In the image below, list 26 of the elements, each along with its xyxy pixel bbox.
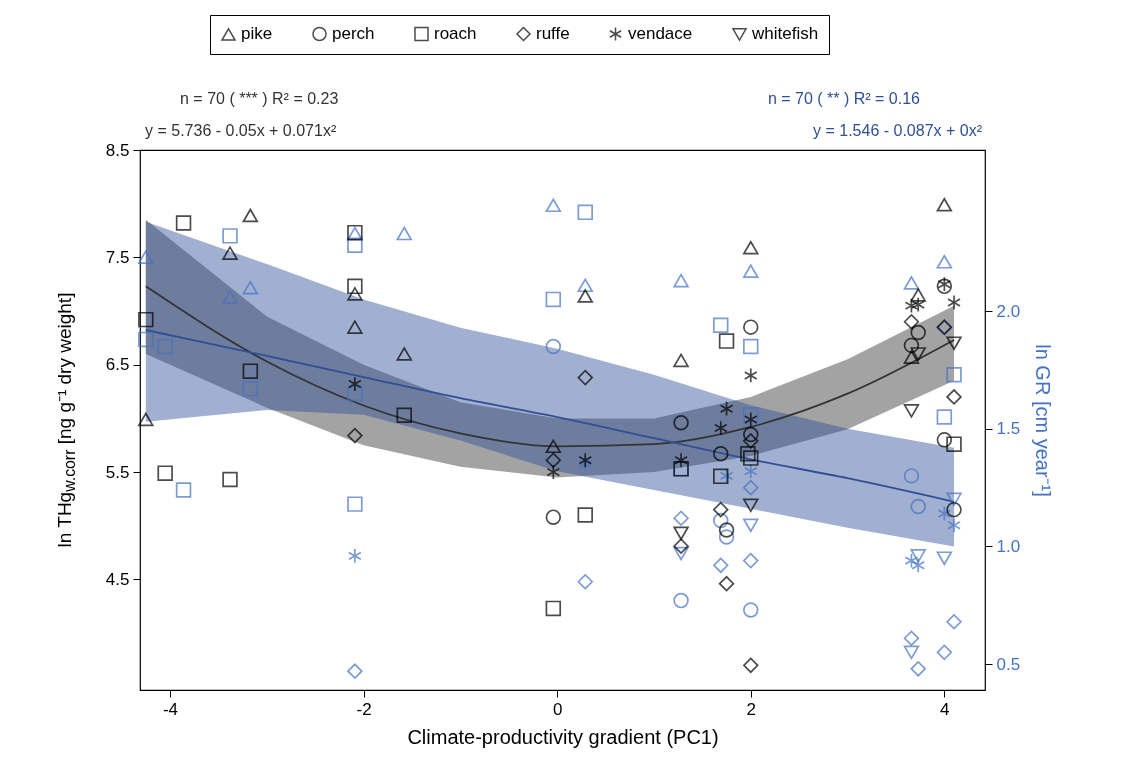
y-tick-label: 6.5 (105, 355, 130, 375)
y-tick-label: 8.5 (105, 140, 130, 160)
y2-tick-label: 1.0 (996, 536, 1021, 556)
text: n = 70 ( ** ) R² = 0.16 (767, 90, 920, 108)
text: y = 5.736 - 0.05x + 0.071x² (145, 122, 337, 140)
legend-label: ruffe (536, 23, 570, 43)
y2-tick-label: 0.5 (996, 654, 1021, 674)
y-tick-label: 7.5 (105, 247, 130, 267)
legend-label: vendace (628, 23, 693, 43)
text: n = 70 ( *** ) R² = 0.23 (180, 90, 339, 108)
x-tick-label: 4 (940, 699, 950, 719)
y2-tick-label: 1.5 (996, 419, 1021, 439)
y-tick-label: 5.5 (105, 462, 130, 482)
legend-label: perch (332, 23, 375, 43)
x-tick-label: 0 (552, 699, 563, 719)
x-tick-label: 2 (746, 699, 756, 719)
legend-label: whitefish (751, 24, 819, 44)
text: y = 1.546 - 0.087x + 0x² (813, 122, 982, 140)
legend-label: pike (241, 24, 273, 44)
x-tick-label: -4 (162, 699, 179, 719)
x-tick-label: -2 (356, 699, 372, 719)
y-tick-label: 4.5 (105, 569, 130, 589)
legend-label: roach (434, 23, 477, 43)
y2-tick-label: 2.0 (996, 301, 1021, 321)
y2-axis-title: ln GR [cm year⁻¹] (1032, 344, 1055, 497)
x-axis-title: Climate-productivity gradient (PC1) (407, 725, 719, 748)
